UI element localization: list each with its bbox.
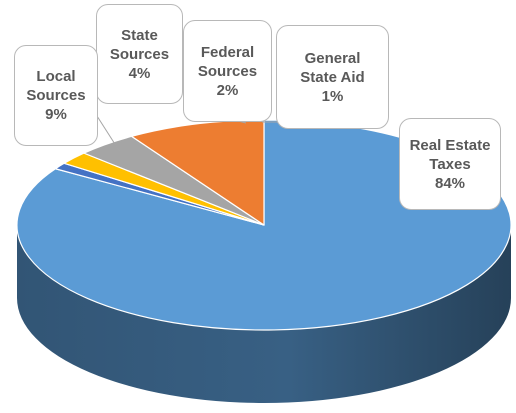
callout-label-line-2: Sources: [197, 62, 258, 80]
callout-local-sources: Local Sources 9%: [14, 45, 98, 146]
callout-label-line-1: Federal: [200, 43, 255, 61]
callout-real-estate-taxes: Real Estate Taxes 84%: [399, 118, 501, 210]
callout-label-line-2: State Aid: [300, 68, 365, 86]
callout-label-line-2: Taxes: [429, 155, 471, 173]
callout-value: 4%: [128, 64, 151, 82]
callout-value: 2%: [216, 81, 239, 99]
pie-side-real-estate-taxes: [17, 225, 511, 403]
leader-line-local-sources: [96, 115, 121, 153]
callout-label-line-1: General: [304, 49, 361, 67]
pie-top-layer: [16, 119, 512, 331]
callout-federal-sources: Federal Sources 2%: [183, 20, 272, 122]
callout-value: 9%: [45, 106, 67, 123]
callout-value: 84%: [434, 174, 466, 192]
callout-state-sources: State Sources 4%: [96, 4, 183, 104]
callout-general-state-aid: General State Aid 1%: [276, 25, 389, 129]
callout-label-line-1: Real Estate: [409, 136, 491, 154]
callout-label-line-2: Sources: [26, 87, 86, 104]
callout-value: 1%: [321, 87, 344, 105]
callout-label-line-2: Sources: [109, 45, 170, 63]
callout-label-line-1: Local: [36, 68, 76, 85]
pie-side-layer: [17, 225, 511, 403]
callout-label-line-1: State: [121, 26, 158, 44]
